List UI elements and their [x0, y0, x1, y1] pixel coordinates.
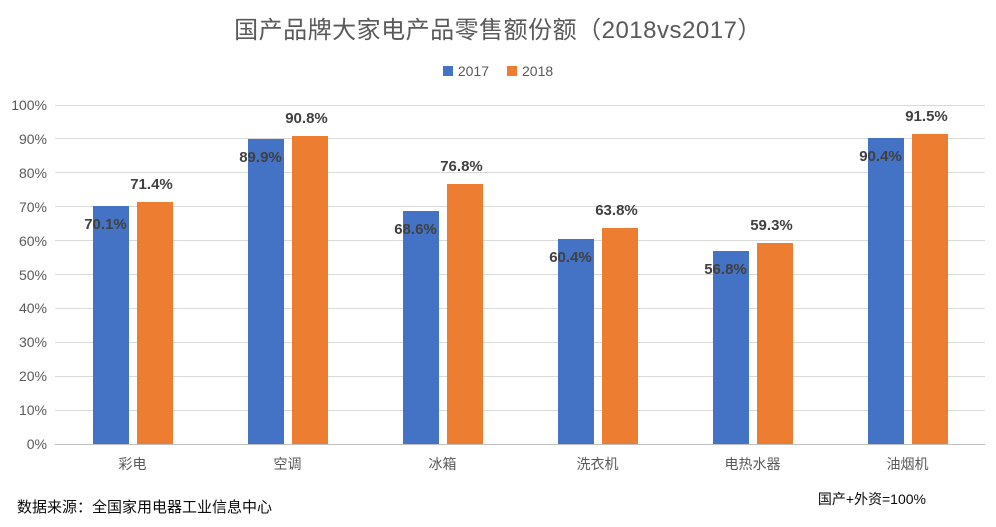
y-axis-tick: 70%	[18, 198, 47, 215]
legend-label-2018: 2018	[522, 63, 554, 79]
chart-title: 国产品牌大家电产品零售额份额（2018vs2017）	[234, 17, 762, 44]
x-axis-label: 彩电	[118, 456, 147, 472]
gridline	[55, 409, 985, 411]
y-axis-tick: 30%	[18, 334, 47, 351]
total-share-note: 国产+外资=100%	[817, 491, 926, 507]
data-label-2018-5: 91.5%	[905, 107, 948, 125]
gridline	[55, 240, 985, 242]
bar-2018-0	[136, 201, 173, 444]
bar-2017-5	[867, 137, 904, 444]
legend-item-2017: 2017	[442, 63, 489, 79]
x-axis-label: 洗衣机	[576, 456, 619, 472]
x-axis-label: 冰箱	[428, 456, 457, 472]
bar-2018-4	[756, 242, 793, 444]
gridline	[55, 104, 985, 106]
data-label-2018-2: 76.8%	[440, 157, 483, 175]
data-label-2017-0: 70.1%	[84, 216, 127, 234]
data-label-2017-5: 90.4%	[859, 147, 902, 165]
x-axis-label: 油烟机	[886, 456, 929, 472]
data-label-2017-3: 60.4%	[549, 249, 592, 267]
data-label-2017-1: 89.9%	[239, 149, 282, 167]
data-label-2018-0: 71.4%	[130, 175, 173, 193]
bar-2018-5	[911, 133, 948, 444]
gridline	[55, 307, 985, 309]
gridline	[55, 375, 985, 377]
bar-2018-2	[446, 183, 483, 444]
legend-item-2018: 2018	[507, 63, 553, 79]
legend: 2017 2018	[0, 63, 996, 79]
x-axis-label: 电热水器	[724, 456, 781, 472]
plot-area: 70.1% 71.4% 89.9% 90.8% 68.6% 76.8% 60.4% 63.8%…	[55, 104, 985, 445]
y-axis-tick: 80%	[18, 164, 47, 181]
y-axis-tick: 90%	[18, 130, 47, 147]
data-label-2018-4: 59.3%	[750, 216, 793, 234]
bar-2017-1	[247, 139, 284, 444]
y-axis-tick: 20%	[18, 368, 47, 385]
bar-2018-1	[291, 136, 328, 444]
y-axis-tick: 50%	[18, 266, 47, 283]
legend-swatch-2017-icon	[442, 66, 453, 76]
bar-2018-3	[601, 227, 638, 444]
y-axis-tick: 0%	[26, 436, 47, 452]
gridline	[55, 341, 985, 343]
gridline	[55, 274, 985, 275]
y-axis-tick: 10%	[18, 402, 47, 419]
x-axis-label: 空调	[273, 456, 302, 472]
gridline	[55, 172, 985, 174]
legend-swatch-2018-icon	[507, 66, 517, 76]
data-source-note: 数据来源：全国家用电器工业信息中心	[17, 499, 273, 516]
data-label-2017-2: 68.6%	[394, 221, 437, 239]
bar-2017-3	[557, 239, 594, 444]
y-axis-tick: 60%	[18, 232, 47, 249]
data-label-2017-4: 56.8%	[704, 261, 747, 279]
bar-2017-0	[92, 206, 129, 444]
data-label-2018-1: 90.8%	[285, 110, 328, 128]
y-axis-tick: 100%	[11, 97, 47, 113]
gridline	[55, 138, 985, 140]
bar-2017-4	[712, 251, 749, 444]
data-label-2018-3: 63.8%	[595, 201, 638, 219]
y-axis-tick: 40%	[18, 300, 47, 317]
y-axis: 0% 10% 20% 30% 40% 50% 60% 70% 80% 90% 100%	[0, 97, 47, 452]
x-axis: 彩电 空调 冰箱 洗衣机 电热水器 油烟机	[55, 452, 985, 474]
gridline	[55, 206, 985, 208]
legend-label-2017: 2017	[457, 63, 489, 79]
bar-2017-2	[402, 211, 439, 444]
